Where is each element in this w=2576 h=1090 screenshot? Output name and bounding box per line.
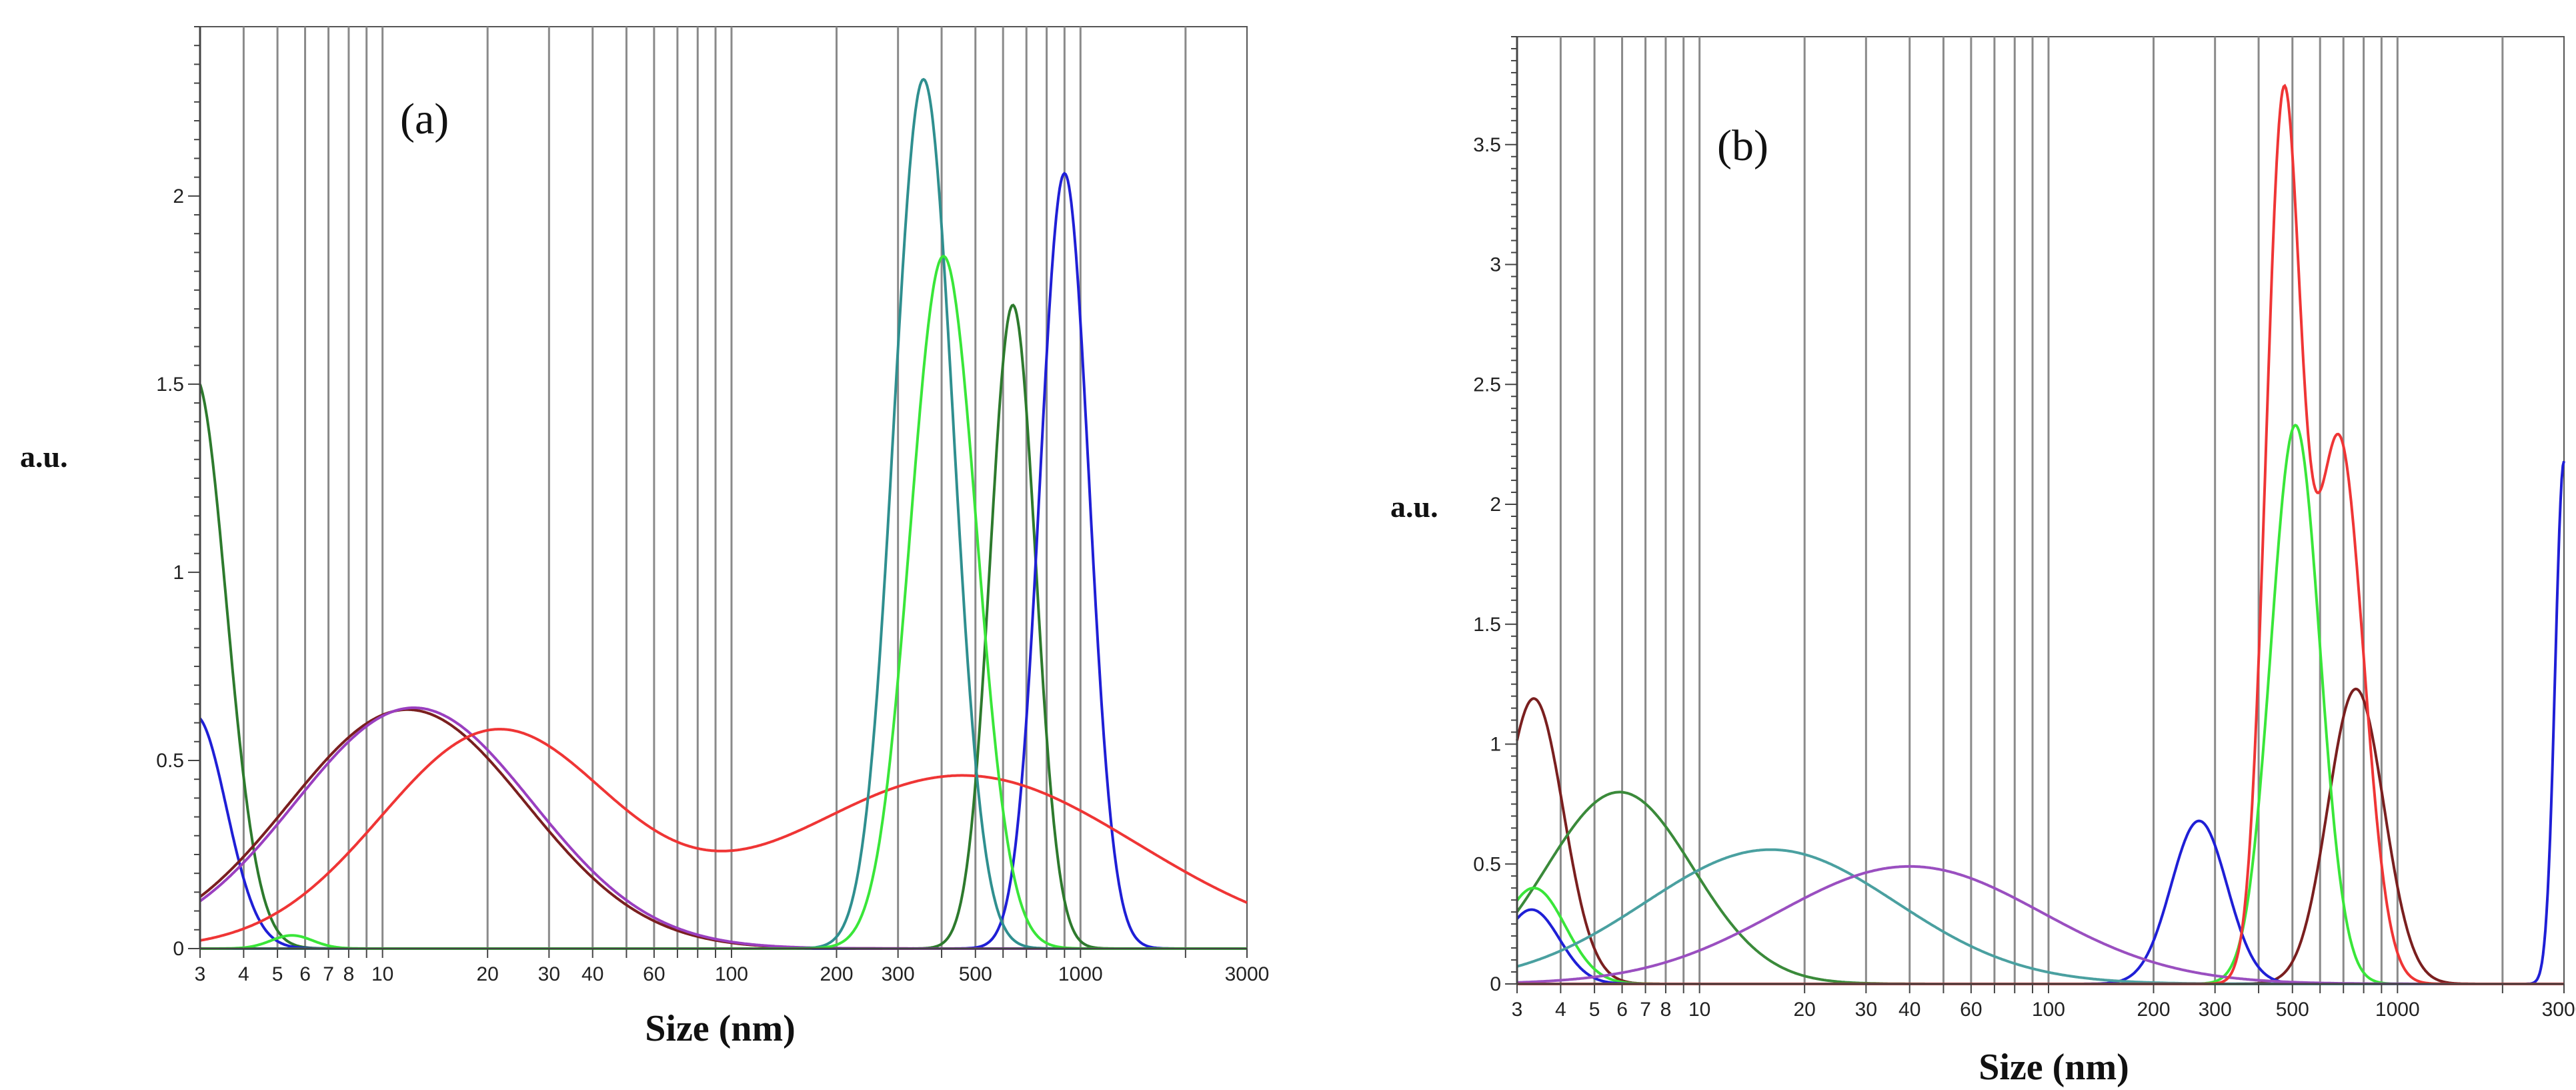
x-tick-label: 100 (2032, 999, 2065, 1021)
x-tick-label: 4 (1555, 999, 1566, 1021)
x-tick-label: 300 (2199, 999, 2232, 1021)
x-axis-title-b: Size (nm) (1979, 1047, 2129, 1088)
x-tick-label: 100 (715, 963, 748, 985)
y-tick-label: 2 (1490, 494, 1501, 516)
x-tick-label: 200 (820, 963, 853, 985)
y-tick-label: 0 (1490, 973, 1501, 995)
plot-area-b (1516, 36, 2565, 985)
x-tick-label: 200 (2137, 999, 2170, 1021)
x-tick-label: 40 (1898, 999, 1920, 1021)
x-tick-label: 3000 (2542, 999, 2576, 1021)
x-tick-label: 20 (476, 963, 498, 985)
chart-panel-b: 00.511.522.533.5 3 4 5 6 7 8 10 20 30 40 60 100 200 3… (1390, 36, 2576, 1088)
y-tick-label: 0.5 (1473, 853, 1501, 875)
x-tick-label: 7 (1640, 999, 1651, 1021)
x-tick-label: 3 (1512, 999, 1523, 1021)
gridlines-a (242, 27, 1187, 949)
y-tick-label: 0.5 (156, 750, 184, 772)
y-tick-label: 0 (173, 938, 184, 960)
y-tick-label: 1 (173, 562, 184, 584)
y-tick-label: 3 (1490, 254, 1501, 276)
x-tick-label: 40 (581, 963, 603, 985)
x-tick-label: 30 (1855, 999, 1877, 1021)
x-tick-label: 10 (1688, 999, 1710, 1021)
y-tick-label: 1.5 (156, 374, 184, 396)
y-axis-b: 0 0.5 1 1.5 2 2.5 3 3.5 (1473, 36, 1518, 995)
chart-panel-a: 0 0.5 1 1.5 2 3 4 5 6 7 8 10 20 30 40 60 100 200 300 500 10… (20, 26, 1270, 1049)
x-tick-label: 60 (643, 963, 665, 985)
x-tick-label: 4 (238, 963, 249, 985)
x-tick-label: 60 (1960, 999, 1982, 1021)
x-tick-label: 300 (882, 963, 915, 985)
x-axis-a: 3 4 5 6 7 8 10 20 30 40 60 100 200 300 500 1000 3000 (195, 947, 1270, 985)
panel-label-b: (b) (1717, 121, 1768, 170)
x-tick-label: 10 (371, 963, 393, 985)
y-axis-a: 0 0.5 1 1.5 2 (156, 26, 201, 960)
y-axis-title-b: a.u. (1390, 490, 1438, 524)
y-tick-label: 2.5 (1473, 374, 1501, 396)
x-tick-label: 5 (1589, 999, 1600, 1021)
x-tick-label: 8 (343, 963, 355, 985)
plot-area-a (199, 26, 1248, 949)
x-tick-label: 6 (299, 963, 311, 985)
x-tick-label: 500 (2276, 999, 2309, 1021)
x-tick-label: 6 (1616, 999, 1628, 1021)
y-tick-label: 2 (173, 185, 184, 207)
panel-label-a: (a) (400, 95, 449, 143)
x-tick-label: 20 (1793, 999, 1815, 1021)
x-tick-label: 3000 (1225, 963, 1270, 985)
y-tick-label: 3.5 (1473, 134, 1501, 156)
series-line-red (199, 728, 1248, 942)
x-tick-label: 1000 (1058, 963, 1103, 985)
y-tick-label: 1.5 (1473, 614, 1501, 636)
x-tick-label: 8 (1660, 999, 1672, 1021)
x-axis-title-a: Size (nm) (645, 1008, 796, 1049)
y-tick-label: 1 (1490, 734, 1501, 756)
x-tick-label: 3 (195, 963, 206, 985)
gridlines-b (1559, 37, 2504, 984)
x-tick-label: 1000 (2375, 999, 2420, 1021)
x-tick-label: 30 (538, 963, 560, 985)
x-tick-label: 5 (272, 963, 283, 985)
x-tick-label: 7 (323, 963, 334, 985)
x-tick-label: 500 (959, 963, 992, 985)
y-axis-title-a: a.u. (20, 440, 68, 474)
